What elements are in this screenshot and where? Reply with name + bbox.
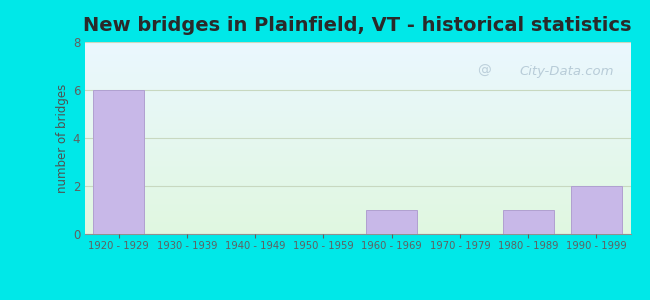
- Bar: [93, 90, 144, 234]
- Y-axis label: number of bridges: number of bridges: [56, 83, 69, 193]
- Text: @: @: [478, 64, 491, 78]
- Text: City-Data.com: City-Data.com: [519, 65, 614, 78]
- Bar: [366, 210, 417, 234]
- Title: New bridges in Plainfield, VT - historical statistics: New bridges in Plainfield, VT - historic…: [83, 16, 632, 35]
- Bar: [502, 210, 554, 234]
- Bar: [571, 186, 622, 234]
